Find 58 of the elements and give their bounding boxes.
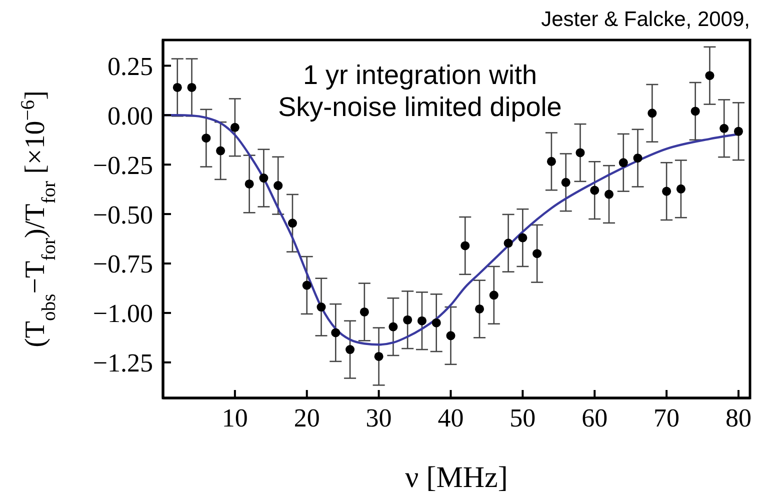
point	[633, 154, 642, 163]
point	[259, 174, 268, 183]
point	[274, 181, 283, 190]
point	[489, 290, 498, 300]
y-tick-label: 0.25	[108, 52, 153, 81]
point	[432, 318, 441, 328]
point	[576, 148, 585, 158]
x-tick-label: 70	[654, 403, 680, 432]
point	[590, 186, 600, 195]
point	[690, 106, 700, 116]
x-tick-label: 50	[510, 403, 536, 432]
point	[244, 179, 254, 188]
y-tick-label: −1.00	[92, 299, 153, 328]
chart-title: Jester & Falcke, 2009,	[541, 8, 750, 31]
point	[705, 71, 714, 80]
point	[532, 249, 542, 258]
y-tick-label: −0.25	[92, 150, 153, 180]
point	[172, 82, 182, 92]
point	[331, 328, 340, 338]
point	[604, 190, 614, 199]
x-axis-title: ν [MHz]	[405, 461, 508, 494]
y-tick-label: 0.00	[108, 101, 153, 130]
point	[403, 315, 412, 324]
point	[518, 233, 528, 242]
point	[316, 302, 326, 312]
point	[360, 307, 369, 316]
point	[676, 184, 686, 194]
point	[346, 345, 355, 354]
annotation: 1 yr integration with Sky-noise limited dipole	[278, 60, 562, 122]
point	[720, 124, 729, 133]
point	[216, 146, 226, 156]
point	[230, 122, 240, 132]
y-tick-label: −0.75	[92, 250, 153, 279]
x-tick-label: 80	[725, 403, 752, 432]
point	[288, 218, 297, 228]
point	[374, 352, 384, 361]
point	[302, 280, 312, 290]
y-tick-label: −1.25	[92, 348, 153, 378]
point	[734, 126, 744, 136]
x-tick-label: 40	[438, 403, 464, 432]
point	[202, 134, 211, 143]
point	[618, 158, 628, 168]
x-tick-label: 60	[582, 403, 608, 432]
point	[446, 331, 456, 340]
y-tick-label: −0.50	[92, 200, 153, 230]
point	[648, 108, 657, 118]
point	[561, 178, 570, 187]
x-tick-label: 20	[294, 403, 320, 432]
point	[187, 82, 196, 92]
x-tick-label: 30	[366, 403, 392, 432]
point	[475, 304, 484, 314]
point	[460, 241, 470, 250]
point	[388, 322, 398, 332]
point	[546, 156, 556, 166]
point	[504, 238, 513, 248]
x-tick-label: 10	[222, 403, 248, 432]
point	[417, 316, 426, 326]
point	[662, 186, 672, 196]
